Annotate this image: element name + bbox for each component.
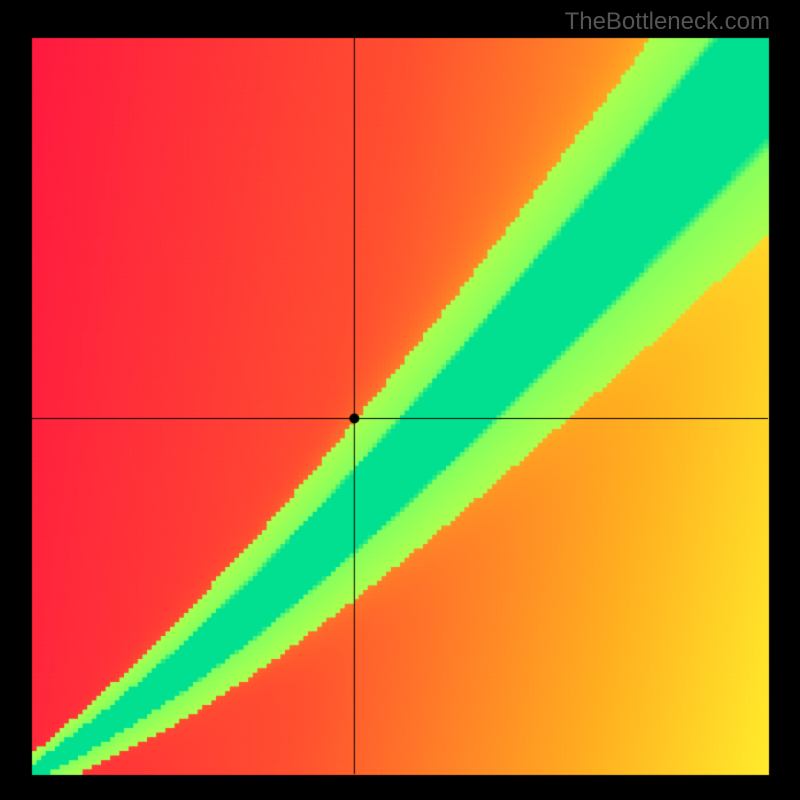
chart-container: TheBottleneck.com: [0, 0, 800, 800]
watermark-text: TheBottleneck.com: [565, 8, 770, 36]
bottleneck-heatmap: [0, 0, 800, 800]
